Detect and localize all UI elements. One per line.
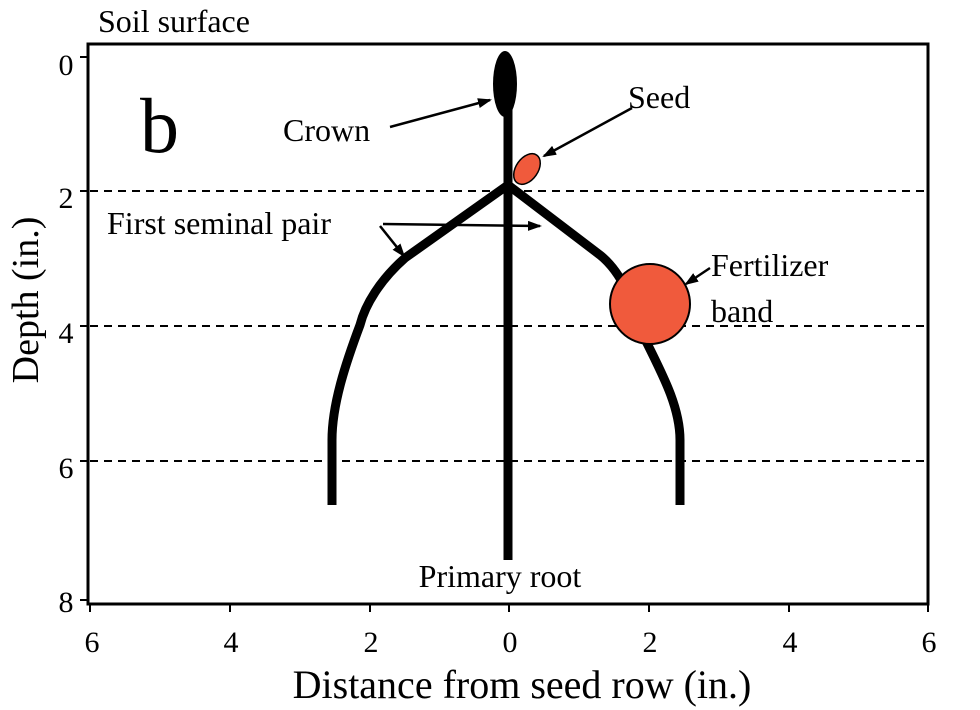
soil-surface-label: Soil surface bbox=[98, 3, 250, 39]
right-seminal-root bbox=[505, 181, 685, 505]
seed-arrow bbox=[542, 106, 633, 158]
crown-label: Crown bbox=[283, 112, 370, 148]
fertilizer-label-line1: Fertilizer bbox=[711, 247, 829, 283]
y-tick-label: 6 bbox=[59, 452, 74, 485]
x-tick-label: 4 bbox=[783, 626, 798, 659]
x-tick-label: 2 bbox=[643, 626, 658, 659]
x-tick-label: 6 bbox=[85, 626, 100, 659]
x-tick-label: 0 bbox=[503, 626, 518, 659]
first-seminal-pair-label: First seminal pair bbox=[107, 205, 331, 241]
y-tick-label: 4 bbox=[59, 317, 74, 350]
seminal-arrow-left bbox=[379, 225, 406, 258]
y-tick-labels: 0 2 4 6 8 bbox=[59, 49, 74, 619]
y-tick-label: 2 bbox=[59, 182, 74, 215]
seed-shape bbox=[512, 152, 542, 186]
y-tick-marks bbox=[80, 56, 88, 601]
primary-root-label: Primary root bbox=[419, 558, 582, 594]
fertilizer-label-line2: band bbox=[711, 293, 773, 329]
crown-arrow bbox=[389, 98, 492, 129]
seed-label: Seed bbox=[628, 79, 690, 115]
fertilizer-arrow bbox=[684, 266, 711, 286]
x-tick-label: 4 bbox=[224, 626, 239, 659]
left-seminal-root bbox=[327, 181, 511, 505]
x-axis-title: Distance from seed row (in.) bbox=[293, 662, 752, 707]
y-axis-title: Depth (in.) bbox=[5, 217, 47, 384]
x-tick-label: 6 bbox=[922, 626, 937, 659]
annotation-labels: Crown Seed First seminal pair Fertilizer… bbox=[107, 79, 829, 594]
x-tick-marks bbox=[89, 604, 929, 612]
fertilizer-band-shape bbox=[609, 263, 691, 345]
seminal-arrow-right bbox=[382, 220, 542, 231]
y-tick-label: 0 bbox=[59, 49, 74, 82]
x-tick-label: 2 bbox=[364, 626, 379, 659]
x-tick-labels: 6 4 2 0 2 4 6 bbox=[85, 626, 937, 659]
panel-letter: b bbox=[140, 82, 179, 169]
y-tick-label: 8 bbox=[59, 586, 74, 619]
crown-shape bbox=[493, 51, 517, 117]
annotation-arrows bbox=[379, 98, 711, 286]
